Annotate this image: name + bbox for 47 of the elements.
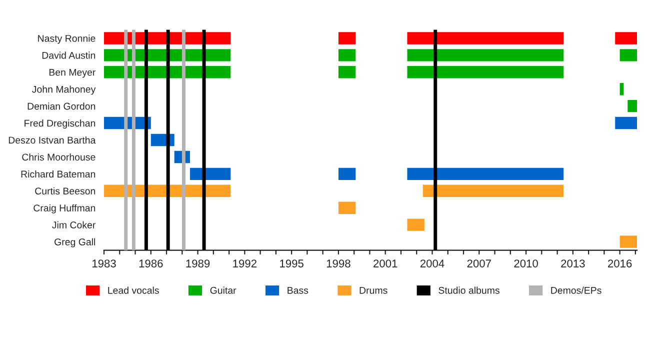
legend-label: Bass [288, 287, 308, 294]
x-tick-label: 1986 [139, 260, 163, 268]
y-tick-label: Demian Gordon [28, 102, 96, 110]
bar [338, 32, 356, 44]
bar [422, 184, 564, 197]
legend-label: Drums [360, 287, 388, 294]
y-tick-label: David Austin [42, 52, 96, 59]
y-tick-label: Richard Bateman [21, 170, 96, 178]
y-tick-label: Chris Moorhouse [22, 153, 96, 161]
y-tick-label: Deszo Istvan Bartha [8, 136, 96, 144]
x-tick-label: 2010 [514, 260, 538, 268]
x-tick-label: 2001 [374, 260, 398, 268]
legend-label: Guitar [210, 286, 236, 294]
x-tick-label: 1998 [326, 260, 350, 268]
x-tick-label: 1983 [92, 260, 116, 268]
x-tick-label: 2004 [420, 260, 444, 268]
x-tick-label: 1992 [233, 260, 256, 268]
legend-label: Demos/EPs [551, 286, 602, 294]
bar [407, 218, 424, 231]
bar [407, 49, 564, 62]
bar [338, 168, 356, 180]
legend-label: Studio albums [438, 286, 500, 294]
bar [338, 66, 356, 78]
y-tick-label: John Mahoney [32, 86, 96, 95]
bar [338, 202, 356, 214]
bar [338, 49, 356, 62]
y-tick-label: Curtis Beeson [35, 187, 96, 195]
y-tick-label: Craig Huffman [34, 204, 96, 214]
x-tick-label: 1989 [186, 260, 210, 268]
x-tick-label: 1995 [280, 260, 304, 268]
x-tick-label: 2007 [467, 260, 491, 268]
x-tick-label: 2016 [608, 260, 632, 268]
bar [407, 168, 564, 180]
y-tick-label: Ben Meyer [49, 68, 96, 78]
bar [620, 236, 637, 248]
y-tick-label: Nasty Ronnie [38, 34, 96, 44]
y-tick-label: Fred Dregischan [24, 120, 96, 129]
legend-label: Lead vocals [108, 286, 159, 294]
bar [628, 100, 637, 112]
bar [620, 49, 637, 62]
bar [407, 66, 564, 78]
y-tick-label: Greg Gall [54, 238, 96, 248]
bar [615, 116, 637, 130]
y-tick-label: Jim Coker [52, 221, 96, 228]
bar [407, 32, 564, 44]
x-tick-label: 2013 [561, 260, 585, 268]
bar [615, 32, 637, 44]
